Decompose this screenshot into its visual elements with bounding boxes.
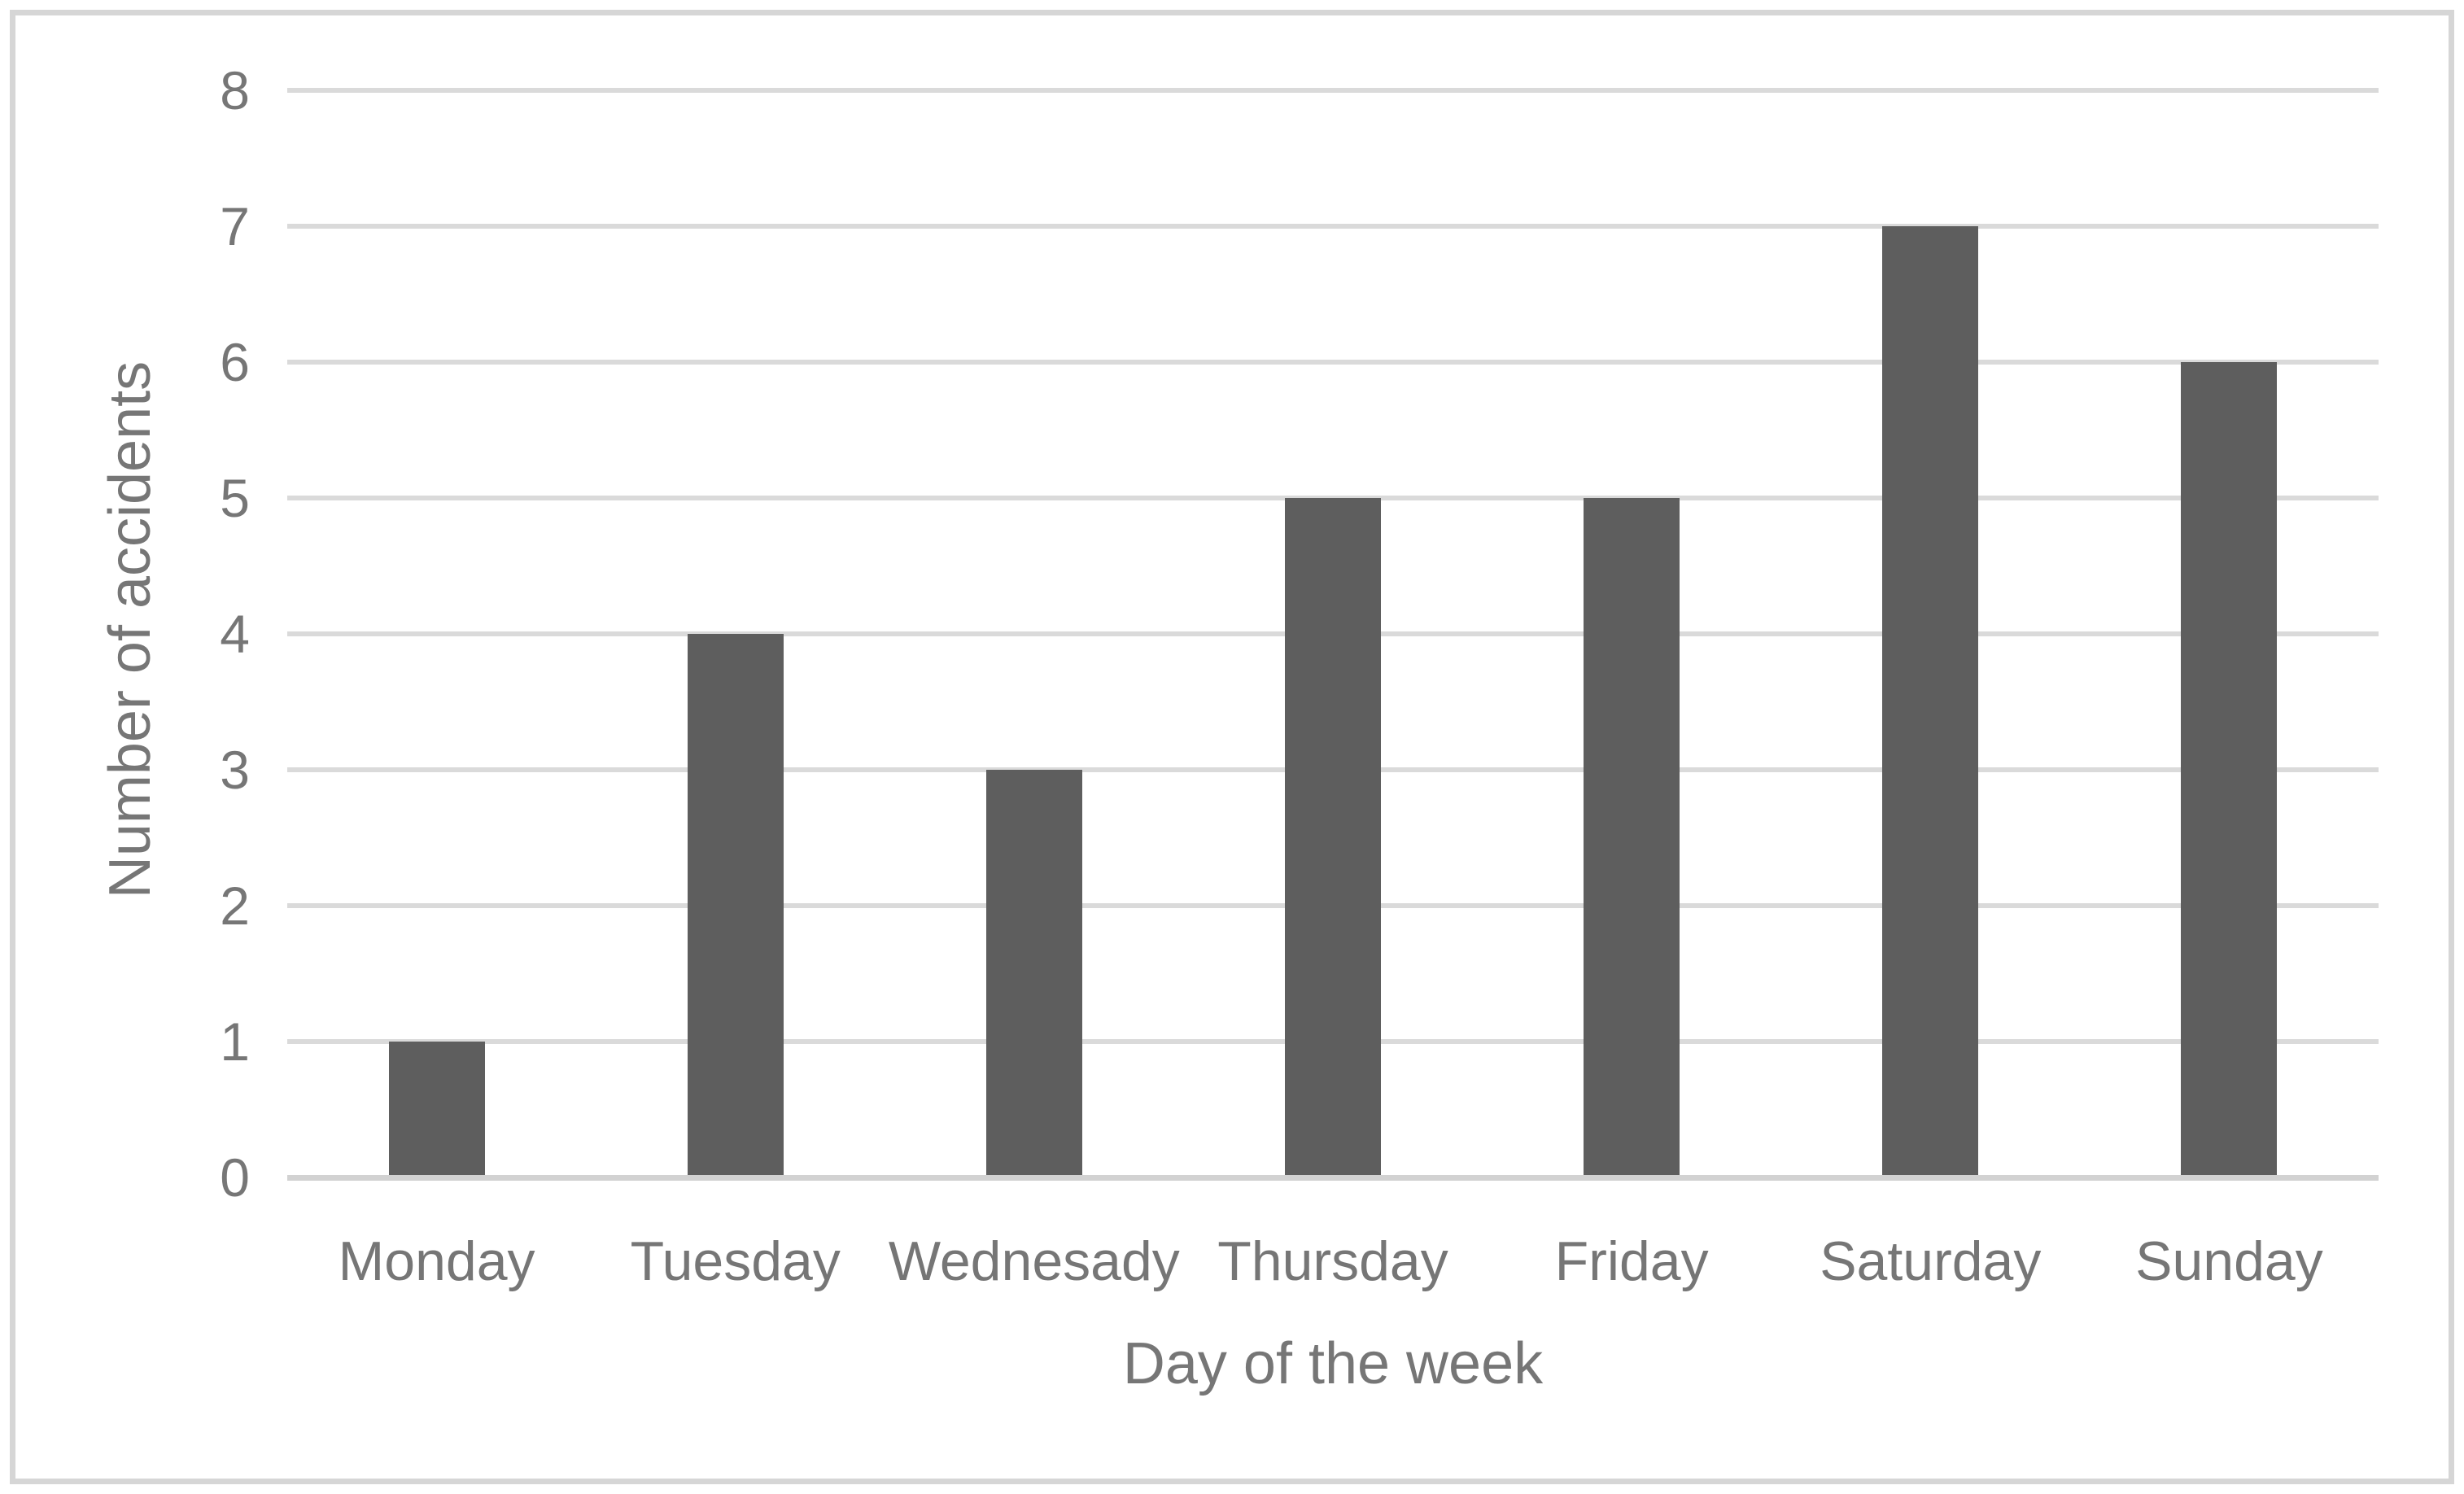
x-tick-label: Tuesday [630,1230,841,1292]
y-tick-label: 8 [220,60,250,120]
x-tick-label: Thursday [1217,1230,1448,1292]
gridline [287,360,2379,365]
x-axis-line [287,1175,2379,1181]
y-tick-label: 1 [220,1011,250,1072]
bar-friday [1584,498,1680,1177]
bar-saturday [1882,226,1979,1177]
y-tick-label: 3 [220,740,250,800]
y-axis-title: Number of accidents [98,360,163,899]
y-tick-label: 7 [220,196,250,256]
gridline [287,224,2379,229]
x-tick-label: Saturday [1820,1230,2042,1292]
chart-border-frame [10,10,2454,1484]
bar-monday [388,1042,485,1177]
bar-wednesady [985,770,1082,1177]
x-tick-label: Friday [1554,1230,1709,1292]
bar-tuesday [687,634,784,1177]
y-tick-label: 6 [220,332,250,392]
x-axis-title: Day of the week [1122,1331,1544,1396]
x-tick-label: Wednesady [888,1230,1180,1292]
x-tick-label: Monday [338,1230,535,1292]
y-tick-label: 0 [220,1147,250,1208]
gridline [287,88,2379,93]
bar-thursday [1285,498,1381,1177]
bar-sunday [2181,362,2278,1177]
y-tick-label: 5 [220,468,250,528]
y-tick-label: 4 [220,604,250,664]
x-tick-label: Sunday [2135,1230,2323,1292]
y-tick-label: 2 [220,876,250,936]
